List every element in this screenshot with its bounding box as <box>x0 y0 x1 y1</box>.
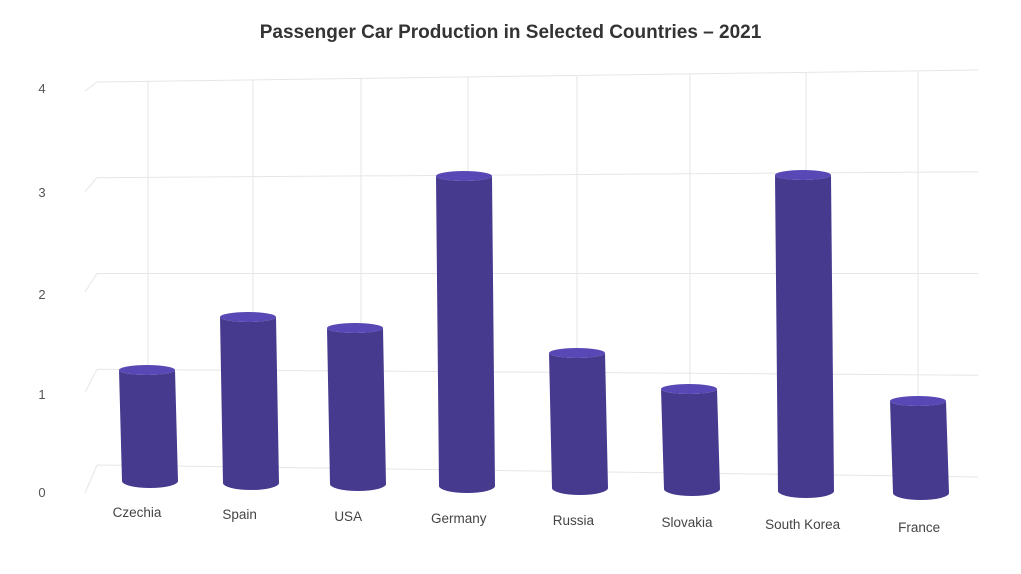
bar-body <box>775 175 834 498</box>
x-category-label: USA <box>334 509 362 524</box>
x-category-label: South Korea <box>765 517 841 532</box>
gridline-h <box>96 171 979 179</box>
y-tick-label: 2 <box>38 287 45 302</box>
x-category-label: France <box>898 520 940 535</box>
x-category-label: Slovakia <box>661 515 713 530</box>
gridline-wall <box>84 273 98 293</box>
bar-top <box>661 384 717 394</box>
bar-body <box>327 328 386 491</box>
bar-body <box>661 389 720 496</box>
x-category-label: Spain <box>222 507 257 522</box>
bar-top <box>119 365 175 375</box>
y-tick-label: 0 <box>38 485 45 500</box>
bar-top <box>327 323 383 333</box>
bar-top <box>549 348 605 358</box>
bar-body <box>119 370 178 488</box>
x-category-label: Germany <box>431 511 487 526</box>
bar-body <box>890 401 949 500</box>
gridline-wall <box>84 81 98 92</box>
y-axis-ticks: 0 1 2 3 4 <box>38 81 45 500</box>
bar-slovakia <box>661 384 720 496</box>
y-tick-label: 4 <box>38 81 45 96</box>
y-tick-label: 1 <box>38 387 45 402</box>
x-category-label: Czechia <box>113 505 162 520</box>
gridline-wall <box>84 177 98 192</box>
bar-body <box>220 317 279 490</box>
bar-top <box>436 171 492 181</box>
bar-czechia <box>119 365 178 488</box>
gridline-wall <box>84 464 98 494</box>
bar-body <box>436 176 495 493</box>
bars-layer <box>119 170 949 500</box>
bar-germany <box>436 171 495 493</box>
bar-russia <box>549 348 608 495</box>
bar-spain <box>220 312 279 490</box>
x-category-label: Russia <box>553 513 595 528</box>
bar-body <box>549 353 608 495</box>
bar-top <box>220 312 276 322</box>
chart-title: Passenger Car Production in Selected Cou… <box>259 22 762 43</box>
bar-top <box>890 396 946 406</box>
gridline-h <box>96 69 979 83</box>
bar-usa <box>327 323 386 491</box>
bar-france <box>890 396 949 500</box>
bar-top <box>775 170 831 180</box>
grid-layer <box>84 69 979 494</box>
gridline-wall <box>84 369 98 393</box>
x-axis-categories: Czechia Spain USA Germany Russia Slovakia Sout… <box>113 505 941 535</box>
y-tick-label: 3 <box>38 185 45 200</box>
bar-south-korea <box>775 170 834 498</box>
